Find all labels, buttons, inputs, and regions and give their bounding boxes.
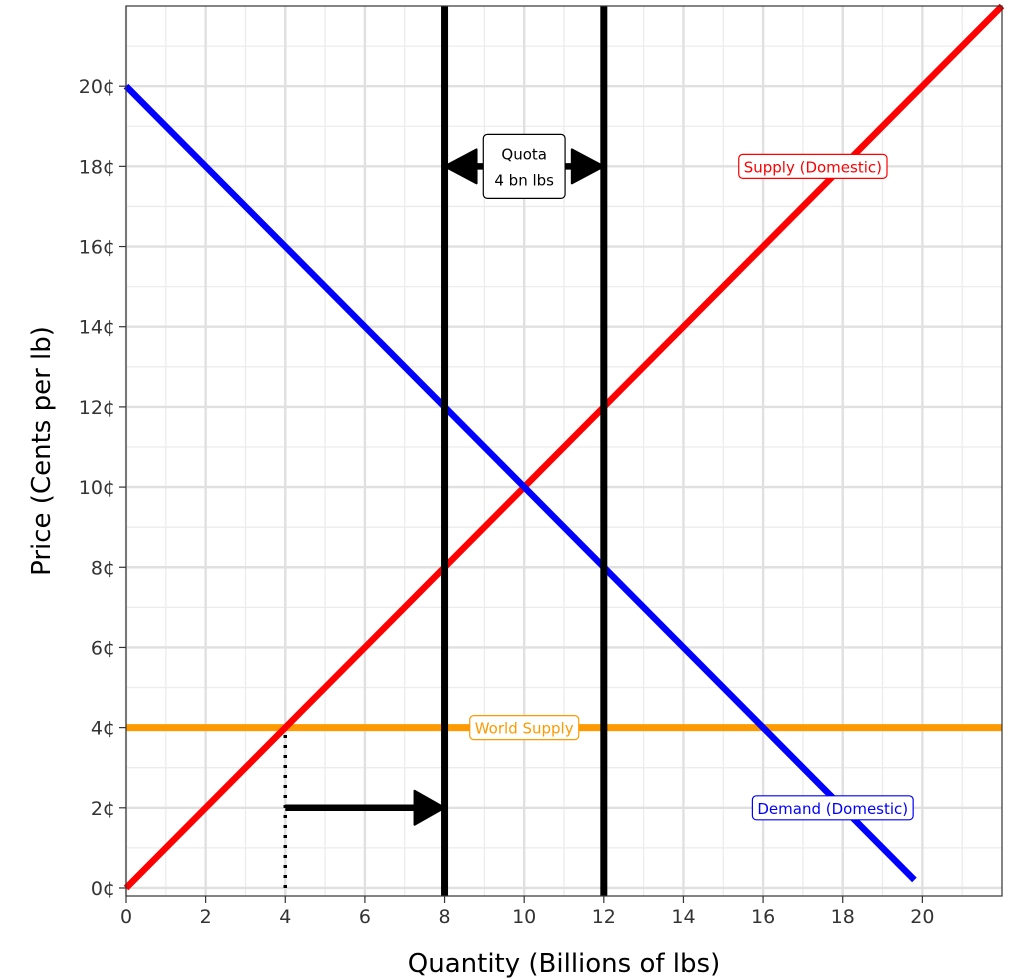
world-supply-label-group: World Supply (469, 715, 580, 741)
y-axis-title: Price (Cents per lb) (27, 326, 57, 576)
world-supply-label-box (469, 715, 580, 741)
x-tick-label: 10 (512, 906, 536, 928)
annotations: Supply (Domestic) Demand (Domestic) World … (469, 153, 914, 821)
quota-label-line-1: Quota (501, 145, 547, 163)
quota-annotation: Quota 4 bn lbs (482, 133, 566, 199)
supply-label: Supply (Domestic) (744, 158, 882, 176)
x-tick-label: 14 (671, 906, 695, 928)
panel-border (125, 5, 1003, 897)
quota-label-box (482, 133, 566, 199)
quota-arrow-head-right (570, 148, 605, 185)
y-tick-label: 12¢ (79, 397, 115, 419)
y-tick-label: 18¢ (79, 156, 115, 178)
x-tick-label: 6 (359, 906, 371, 928)
x-tick-label: 16 (751, 906, 775, 928)
supply-label-box (738, 153, 888, 179)
supply-label-group: Supply (Domestic) (738, 153, 888, 179)
x-tick-label: 0 (120, 906, 132, 928)
x-tick-label: 18 (831, 906, 855, 928)
shift-arrow-head (413, 789, 446, 826)
x-axis-title: Quantity (Billions of lbs) (408, 949, 720, 979)
quota-label-line-2: 4 bn lbs (494, 171, 554, 189)
y-tick-label: 20¢ (79, 76, 115, 98)
quota-arrow-head-left (443, 148, 478, 185)
world-supply-label: World Supply (475, 720, 574, 738)
y-tick-label: 0¢ (91, 878, 115, 900)
y-tick-label: 14¢ (79, 317, 115, 339)
demand-line (123, 83, 917, 883)
y-tick-label: 16¢ (79, 237, 115, 259)
demand-label-box (751, 795, 914, 821)
axis-ticks: 0 2 4 6 8 10 12 14 16 18 20 0¢ 2¢ 4¢ 6¢ 8¢ 10¢ 12¢ 14¢ 16¢ 1… (79, 76, 935, 928)
y-tick-label: 4¢ (91, 718, 115, 740)
y-tick-label: 8¢ (91, 557, 115, 579)
supply-line (123, 3, 1005, 891)
y-tick-label: 10¢ (79, 477, 115, 499)
y-tick-label: 2¢ (91, 798, 115, 820)
x-tick-label: 4 (279, 906, 291, 928)
x-tick-label: 20 (910, 906, 934, 928)
x-tick-label: 8 (438, 906, 450, 928)
demand-label: Demand (Domestic) (757, 800, 908, 818)
demand-label-group: Demand (Domestic) (751, 795, 914, 821)
x-tick-label: 2 (200, 906, 212, 928)
y-tick-label: 6¢ (91, 637, 115, 659)
x-tick-label: 12 (592, 906, 616, 928)
